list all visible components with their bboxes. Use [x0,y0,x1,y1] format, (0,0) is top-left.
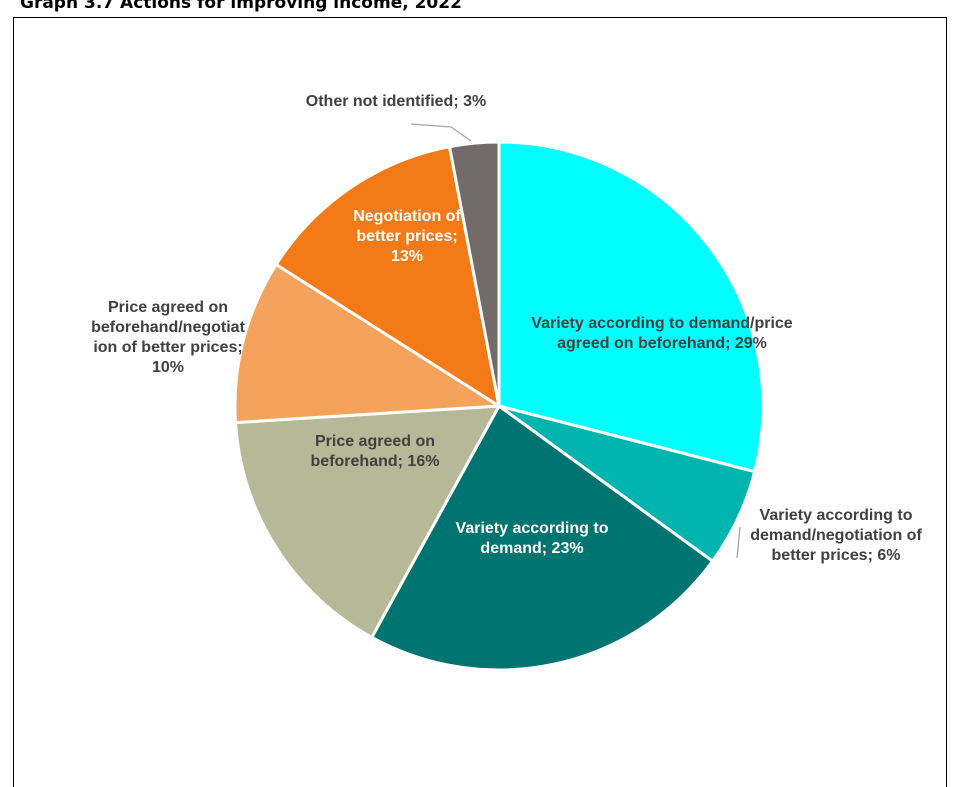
slice-label: Variety according to demand/price agreed … [531,315,793,352]
leader-lines [410,123,741,559]
slice-label: Other not identified; 3% [306,93,486,110]
pie-slice [370,404,715,672]
slice-label: Price agreed on beforehand/negotiat ion of… [91,299,245,376]
slice-labels: Variety according to demand/price agreed … [91,93,922,564]
leader-line [736,526,741,559]
slice-label: Price agreed on beforehand; 16% [311,433,440,470]
slice-label: Variety according to demand/negotiation o… [750,507,922,564]
pie-slice [448,140,501,408]
pie-slice [233,263,501,425]
slice-label: Variety according to demand; 23% [456,520,609,557]
pie-slices [233,140,765,672]
page-title: Graph 3.7 Actions for improving income, … [20,0,462,13]
pie-slice [497,140,765,474]
pie-slice [234,404,501,639]
pie-chart: Variety according to demand/price agreed … [91,93,922,672]
pie-slice [274,145,501,408]
chart-frame [13,17,947,787]
slice-label: Negotiation of better prices; 13% [353,208,461,265]
leader-line [410,123,472,142]
